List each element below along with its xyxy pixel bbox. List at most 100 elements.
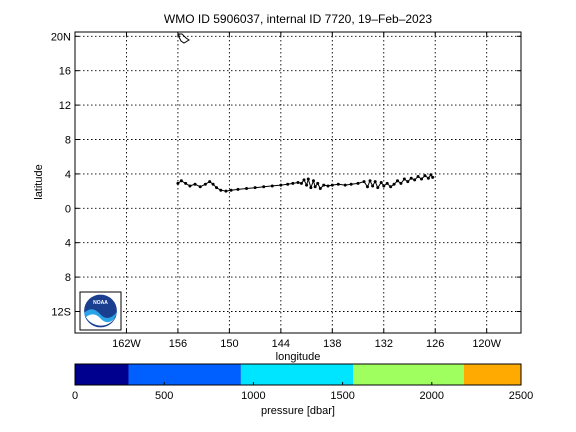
- trajectory-point: [306, 177, 310, 181]
- trajectory-point: [343, 183, 347, 187]
- y-tick-label: 0: [65, 203, 71, 215]
- trajectory-point: [302, 178, 306, 182]
- y-tick-label: 8: [65, 272, 71, 284]
- chart-title: WMO ID 5906037, internal ID 7720, 19–Feb…: [164, 12, 432, 26]
- trajectory-point: [376, 186, 380, 190]
- trajectory-point: [245, 187, 249, 191]
- trajectory-point: [296, 181, 300, 184]
- trajectory-point: [309, 186, 313, 190]
- y-tick-label: 12S: [51, 307, 71, 319]
- x-tick-label: 162W: [112, 338, 141, 350]
- trajectory-point: [188, 184, 192, 188]
- trajectory-point: [184, 181, 188, 185]
- x-tick-label: 156: [169, 338, 187, 350]
- trajectory-point: [270, 184, 274, 188]
- colorbar-band: [128, 364, 241, 385]
- trajectory-point: [371, 184, 375, 188]
- colorbar-frame: [74, 363, 522, 386]
- trajectory-point: [322, 183, 326, 187]
- trajectory-point: [286, 182, 290, 186]
- trajectory-point: [373, 180, 377, 184]
- trajectory-point: [413, 178, 417, 182]
- trajectory-point: [326, 184, 330, 188]
- trajectory-point: [382, 184, 386, 188]
- trajectory-point: [253, 186, 257, 190]
- svg-text:NOAA: NOAA: [93, 300, 108, 306]
- noaa-logo: NOAA: [79, 291, 122, 331]
- trajectory-point: [399, 181, 403, 185]
- trajectory-point: [311, 179, 315, 183]
- trajectory-point: [299, 181, 303, 185]
- y-tick-label: 4: [65, 169, 71, 181]
- trajectory-point: [179, 179, 183, 183]
- y-tick-label: 20N: [51, 31, 71, 43]
- colorbar-band: [353, 364, 464, 385]
- trajectory-point: [224, 189, 228, 193]
- colorbar-band: [463, 364, 521, 385]
- y-tick-label: 4: [65, 238, 71, 250]
- trajectory-point: [291, 181, 295, 185]
- plot-frame: [74, 31, 522, 334]
- x-tick-label: 144: [272, 338, 290, 350]
- axis-ticks: 162W 156 150 144 138 132 126 120W 20N 16 12 8 4 0 4 8 12…: [51, 31, 521, 350]
- coastline: [178, 33, 190, 44]
- colorbar: 0 500 1000 1500 2000 2500: [72, 363, 533, 402]
- trajectory-point: [423, 174, 427, 178]
- trajectory-point: [262, 185, 266, 189]
- x-axis-label: longitude: [276, 351, 321, 363]
- trajectory-point: [236, 187, 240, 191]
- trajectory-point: [379, 181, 383, 184]
- trajectory-point: [389, 185, 393, 189]
- x-tick-label: 120W: [472, 338, 501, 350]
- trajectory-point: [211, 182, 215, 186]
- trajectory-point: [420, 177, 424, 181]
- colorbar-tick-label: 500: [155, 390, 173, 402]
- trajectory-point: [356, 181, 360, 185]
- trajectory-point: [176, 181, 180, 185]
- trajectory-point: [406, 180, 410, 184]
- colorbar-tick-label: 1500: [330, 390, 354, 402]
- trajectory-point: [316, 181, 320, 185]
- trajectory-point: [330, 183, 334, 187]
- trajectory-point: [336, 182, 340, 186]
- x-tick-label: 126: [426, 338, 444, 350]
- trajectory-point: [305, 183, 309, 187]
- colorbar-band: [240, 364, 354, 385]
- y-tick-label: 12: [59, 100, 71, 112]
- trajectory-point: [402, 177, 406, 181]
- trajectory-point: [203, 182, 207, 186]
- trajectory-point: [392, 182, 396, 186]
- colorbar-tick-label: 2500: [509, 390, 533, 402]
- y-axis-label: latitude: [33, 164, 45, 199]
- float-track: [176, 173, 435, 193]
- trajectory-point: [198, 185, 202, 189]
- y-tick-label: 16: [59, 66, 71, 78]
- trajectory-point: [349, 182, 353, 186]
- x-tick-label: 132: [375, 338, 393, 350]
- trajectory-point: [219, 188, 223, 192]
- x-tick-label: 138: [323, 338, 341, 350]
- trajectory-point: [426, 176, 430, 180]
- colorbar-band: [75, 364, 129, 385]
- trajectory-point: [368, 179, 372, 183]
- y-tick-label: 8: [65, 135, 71, 147]
- trajectory-point: [409, 176, 413, 180]
- trajectory-point: [365, 185, 369, 189]
- trajectory-point: [229, 188, 233, 192]
- trajectory-point: [395, 179, 399, 183]
- x-tick-label: 150: [220, 338, 238, 350]
- trajectory-point: [429, 173, 433, 177]
- trajectory-point: [385, 181, 389, 185]
- trajectory-point: [318, 187, 322, 191]
- trajectory-point: [362, 180, 366, 184]
- trajectory-point: [279, 183, 283, 187]
- trajectory-point: [193, 182, 197, 186]
- colorbar-tick-label: 1000: [241, 390, 265, 402]
- trajectory-point: [313, 185, 317, 189]
- colorbar-tick-label: 0: [72, 390, 78, 402]
- colorbar-label: pressure [dbar]: [261, 405, 335, 417]
- trajectory-point: [431, 175, 435, 179]
- trajectory-point: [208, 180, 212, 184]
- trajectory-point: [215, 186, 219, 190]
